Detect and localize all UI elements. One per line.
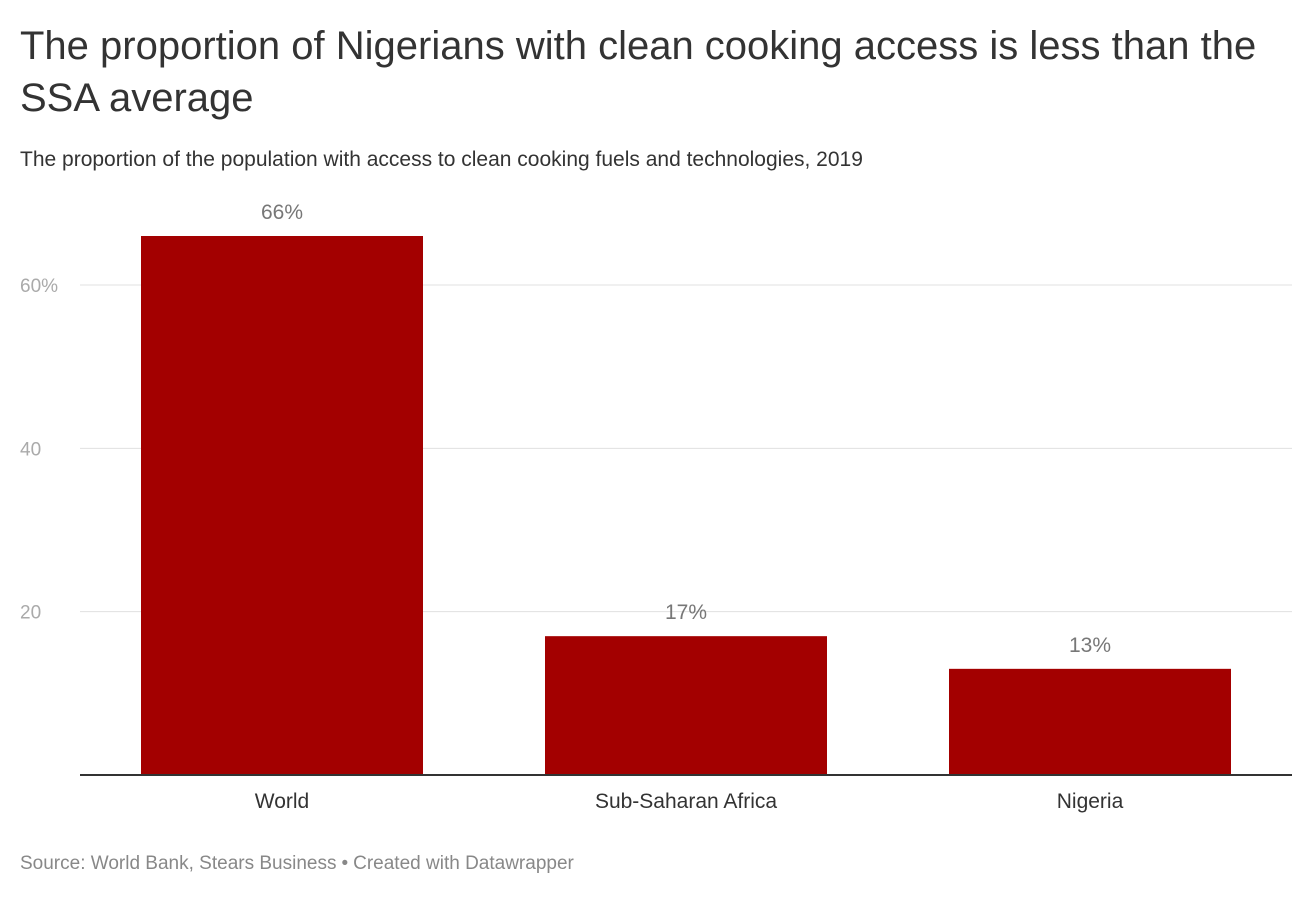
- x-category-label-2: Nigeria: [1057, 790, 1124, 813]
- x-category-label-0: World: [255, 790, 309, 813]
- bar-2: [949, 668, 1231, 775]
- bar-value-label-1: 17%: [665, 601, 707, 624]
- y-tick-label-40: 40: [20, 439, 41, 460]
- source-note: Source: World Bank, Stears Business: [20, 853, 337, 874]
- credit-link[interactable]: Created with Datawrapper: [353, 853, 574, 874]
- bar-1: [545, 636, 827, 775]
- y-tick-label-60: 60%: [20, 276, 58, 297]
- bar-0: [141, 236, 423, 775]
- footer-separator: •: [341, 853, 349, 874]
- bar-value-label-2: 13%: [1069, 634, 1111, 657]
- x-category-label-1: Sub-Saharan Africa: [595, 790, 777, 813]
- y-tick-label-20: 20: [20, 603, 41, 624]
- chart-subtitle: The proportion of the population with ac…: [20, 148, 863, 171]
- bar-value-label-0: 66%: [261, 201, 303, 224]
- chart-footer: Source: World Bank, Stears Business • Crea…: [20, 851, 574, 877]
- chart-title: The proportion of Nigerians with clean c…: [20, 24, 1257, 120]
